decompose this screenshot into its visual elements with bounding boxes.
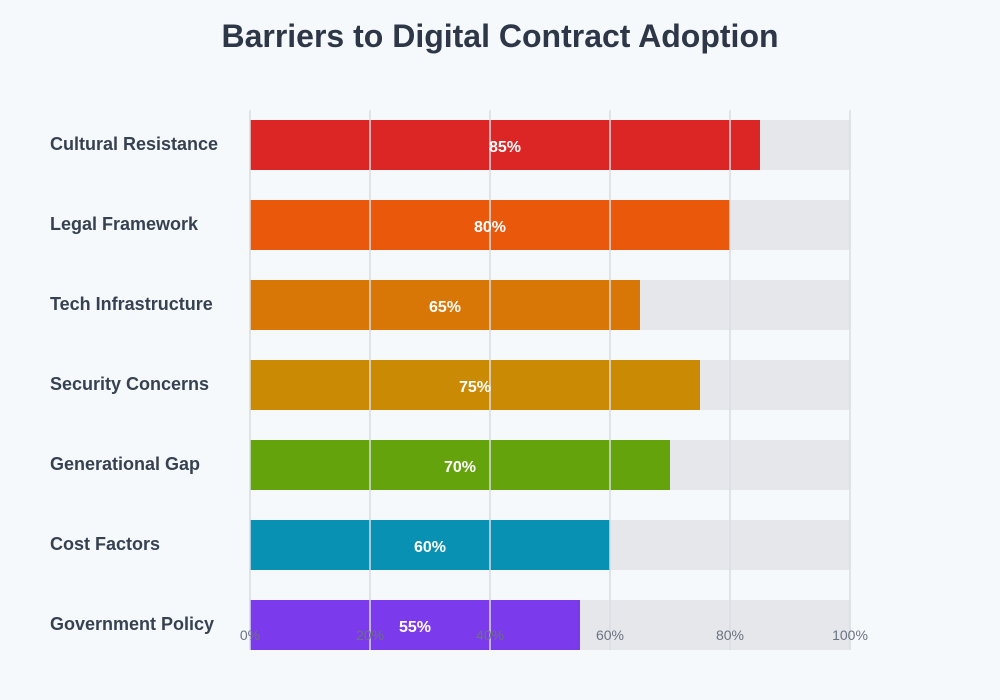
category-label: Government Policy [50,614,214,634]
category-label: Legal Framework [50,214,199,234]
value-label: 75% [459,379,491,396]
x-tick-label: 20% [356,627,384,643]
value-label: 85% [489,139,521,156]
category-label: Tech Infrastructure [50,294,213,314]
bar [250,600,580,650]
value-label: 80% [474,219,506,236]
value-label: 55% [399,619,431,636]
bar [250,280,640,330]
x-tick-label: 40% [476,627,504,643]
x-tick-label: 100% [832,627,868,643]
bar [250,440,670,490]
bar [250,520,610,570]
value-label: 60% [414,539,446,556]
bar [250,360,700,410]
value-label: 70% [444,459,476,476]
x-tick-label: 0% [240,627,260,643]
category-label: Security Concerns [50,374,209,394]
value-label: 65% [429,299,461,316]
category-label: Cultural Resistance [50,134,218,154]
category-label: Generational Gap [50,454,200,474]
x-tick-label: 60% [596,627,624,643]
bar [250,120,760,170]
chart-title: Barriers to Digital Contract Adoption [221,18,779,54]
category-label: Cost Factors [50,534,160,554]
x-tick-label: 80% [716,627,744,643]
